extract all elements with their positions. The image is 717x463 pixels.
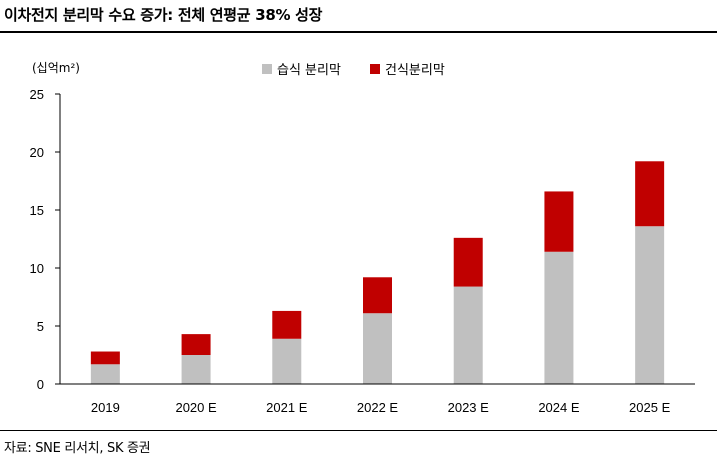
y-axis: 0 5 10 15 20 25 xyxy=(30,87,61,392)
x-tick-label: 2022 E xyxy=(357,400,399,415)
legend-swatch xyxy=(262,64,272,74)
y-tick-label: 5 xyxy=(37,319,44,334)
y-tick-label: 20 xyxy=(30,145,44,160)
legend-swatch xyxy=(370,64,380,74)
legend-label: 습식 분리막 xyxy=(277,63,341,78)
bar-segment-wet xyxy=(363,313,392,384)
x-axis: 2019 2020 E 2021 E 2022 E 2023 E 2024 E 2025 E xyxy=(60,383,695,415)
bars xyxy=(90,161,665,384)
x-tick-label: 2020 E xyxy=(175,400,217,415)
bar-segment-wet xyxy=(90,364,120,384)
x-tick-label: 2023 E xyxy=(448,400,490,415)
bar-segment-dry xyxy=(181,334,211,355)
y-tick-label: 15 xyxy=(30,203,44,218)
bar-segment-wet xyxy=(453,286,483,384)
legend: 습식 분리막 건식분리막 xyxy=(262,63,445,78)
bar-segment-wet xyxy=(635,226,665,384)
y-tick-label: 10 xyxy=(30,261,44,276)
x-tick-label: 2021 E xyxy=(266,400,308,415)
bar-segment-dry xyxy=(544,191,574,252)
chart-title: 이차전지 분리막 수요 증가: 전체 연평균 38% 성장 xyxy=(4,6,323,24)
source-note: 자료: SNE 리서치, SK 증권 xyxy=(4,441,151,456)
bar-segment-dry xyxy=(635,161,665,227)
bar-segment-wet xyxy=(272,338,302,384)
x-tick-label: 2019 xyxy=(91,400,120,415)
legend-label: 건식분리막 xyxy=(385,63,445,78)
bar-segment-dry xyxy=(272,310,302,339)
y-axis-unit-label: (십억m²) xyxy=(32,61,80,75)
x-tick-label: 2024 E xyxy=(538,400,580,415)
x-tick-label: 2025 E xyxy=(629,400,671,415)
title-divider xyxy=(0,31,717,33)
y-tick-label: 25 xyxy=(30,87,44,102)
source-divider xyxy=(0,430,717,431)
bar-segment-wet xyxy=(181,355,211,384)
bar-segment-dry xyxy=(363,277,392,314)
bar-segment-wet xyxy=(544,251,574,384)
y-tick-label: 0 xyxy=(37,377,44,392)
bar-segment-dry xyxy=(90,351,120,365)
bar-segment-dry xyxy=(453,237,483,287)
